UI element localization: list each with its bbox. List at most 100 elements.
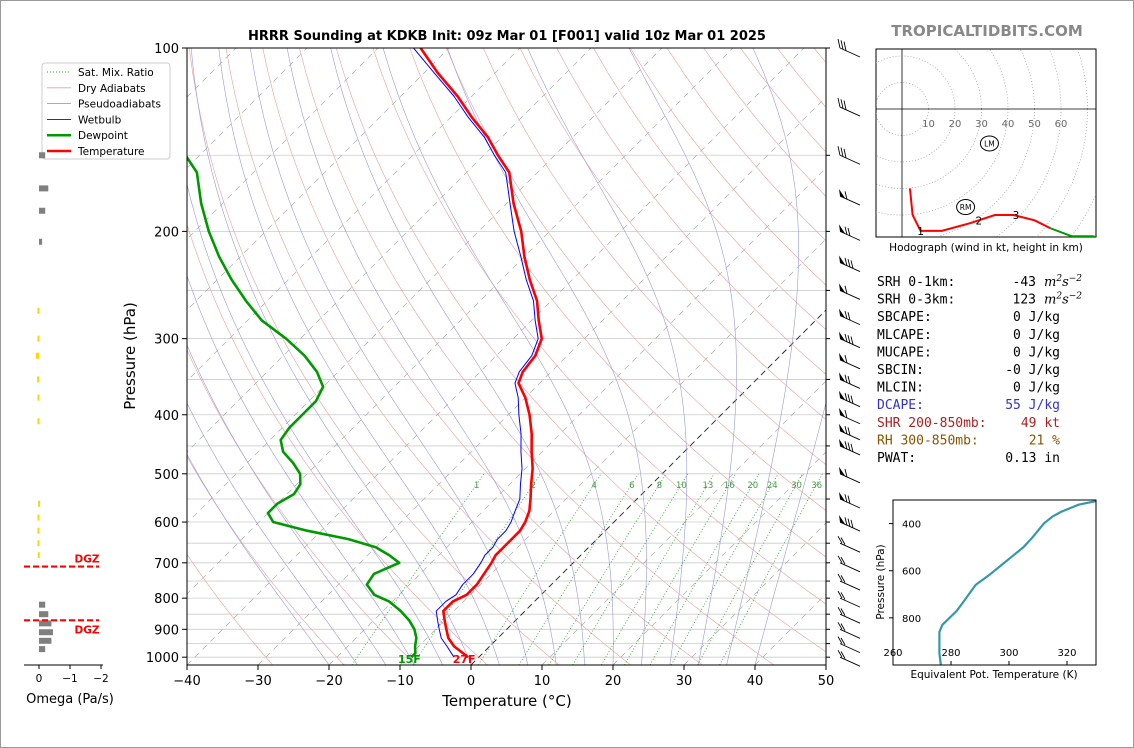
wind-barb [837,146,861,165]
omega-x-label: Omega (Pa/s) [26,692,114,707]
theta-e-frame [892,499,1097,666]
hodo-ring-label: 50 [1028,119,1041,130]
legend-item: Wetbulb [47,114,122,126]
omega-bar [37,418,40,425]
skewt-panel: 1 2 4 6 8 10 13 16 20 24 30 36 15F 27F −40 −30 −20 −10 0… [0,38,861,710]
mixing-ratio-line [477,473,602,665]
wind-barb [837,606,861,624]
watermark: TROPICALTIDBITS.COM [891,22,1083,40]
wind-barb [837,636,861,654]
mixing-ratio-line [518,473,639,665]
theta-e-x-label: Equivalent Pot. Temperature (K) [910,669,1077,681]
wind-barb [839,255,861,272]
omega-bar [35,352,39,359]
theta-x-tick-label: 280 [941,648,960,659]
isotherm [187,48,450,311]
mixing-ratio-line [600,473,715,665]
x-tick-label: −20 [315,674,342,689]
theta-e-profile [938,500,1096,665]
stat-row: PWAT: 0.13 in [877,451,1060,466]
omega-bar [39,238,43,245]
dry-adiabat [593,48,826,331]
chart-title: HRRR Sounding at KDKB Init: 09z Mar 01 [… [248,29,766,44]
stat-label: MLCAPE: [877,328,932,343]
omega-bar [39,629,53,636]
hodo-height-label: 3 [1013,210,1020,222]
mixing-ratio-label: 30 [791,481,802,491]
stat-row: DCAPE: 55 J/kg [877,398,1060,413]
isotherm [187,48,308,169]
pseudoadiabat [330,48,585,665]
y-tick-label: 400 [154,409,179,424]
y-tick-label: 600 [154,516,179,531]
isotherm [187,48,663,524]
mixing-ratio-line [719,473,823,665]
pseudoadiabat [190,48,472,665]
mixing-ratio-label: 24 [767,481,778,491]
omega-tick-label: −1 [62,673,77,685]
isotherm [0,48,23,665]
pseudoadiabat [628,48,737,665]
dry-adiabat [187,223,488,665]
legend-item: Sat. Mix. Ratio [47,67,154,79]
stat-row: SBCIN: -0 J/kg [877,363,1060,378]
wind-barb [837,535,861,553]
isotherm [187,48,734,595]
omega-bar [39,611,49,618]
skewt-y-label: Pressure (hPa) [121,302,139,410]
legend-box [41,62,171,160]
isotherm [187,48,521,382]
skewt-x-label: Temperature (°C) [441,692,571,710]
dry-adiabat [187,349,417,665]
x-tick-label: −10 [386,674,413,689]
stat-row: MLCIN: 0 J/kg [877,381,1060,396]
stat-value: 123 [1013,293,1036,308]
stat-label: RH 300-850mb: [877,433,979,448]
omega-bar [38,500,41,507]
omega-panel: DGZ DGZ 0 −1 −2 Omega (Pa/s) [24,152,114,707]
y-tick-label: 800 [154,592,179,607]
dry-adiabat [188,48,560,665]
theta-y-tick-label: 600 [902,567,921,578]
isotherm [683,522,826,665]
skewt-axes-frame [186,47,827,666]
dry-adiabat [299,48,775,665]
stat-label: SBCAPE: [877,310,932,325]
stat-label: SBCIN: [877,363,924,378]
y-tick-label: 300 [154,333,179,348]
omega-bar [39,620,52,627]
isotherm [470,309,826,665]
wind-barb [837,555,861,573]
mixing-ratio-line [697,473,803,665]
hodo-segment [908,188,1051,232]
isotherm [187,48,592,453]
stat-label: DCAPE: [877,398,924,413]
x-tick-label: 0 [467,674,475,689]
pseudoadiabat [286,48,557,665]
stat-value: 55 J/kg [1005,398,1060,413]
skewt-background-lines: 1 2 4 6 8 10 13 16 20 24 30 36 [0,48,826,665]
stat-label: MLCIN: [877,381,924,396]
wind-barb [839,466,861,484]
mixing-ratio-line [548,473,667,665]
theta-e-panel: 260 280 300 320 400 600 800 Equivalent Pot. Te… [875,499,1097,681]
y-tick-label: 100 [154,42,179,57]
wind-barb [839,492,861,509]
stat-value: 0 J/kg [1013,328,1060,343]
theta-x-tick-label: 260 [883,648,902,659]
stat-unit: m2s−2 [1044,292,1082,308]
mixing-ratio-label: 2 [531,481,536,491]
mixing-ratio-line [572,473,689,665]
pseudoadiabat [218,48,500,665]
isotherm [328,167,826,665]
omega-bar [39,152,46,159]
hodo-ring-label: 10 [922,119,935,130]
skewt-profiles: 15F 27F [187,48,544,665]
wind-barb [839,423,861,441]
wind-barb [837,622,861,639]
mixing-ratio-label: 10 [676,481,687,491]
hodo-ring-label: 20 [949,119,962,130]
wind-barb [839,189,861,206]
mixing-ratio-label: 36 [811,481,822,491]
